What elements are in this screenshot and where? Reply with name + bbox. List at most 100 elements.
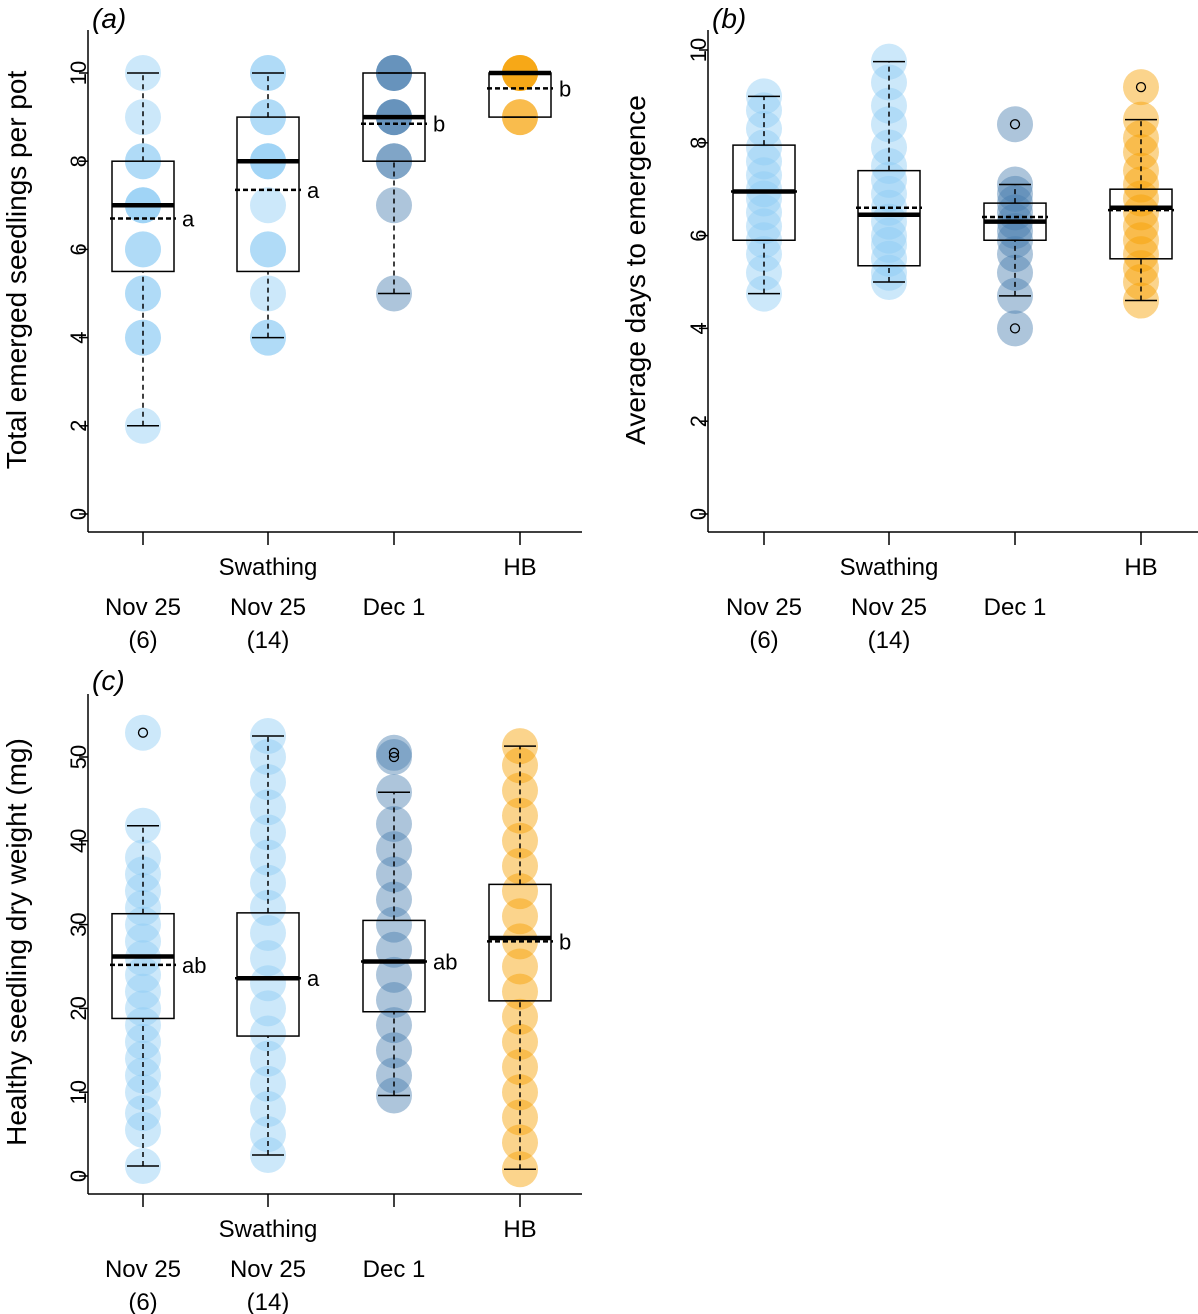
box bbox=[1109, 188, 1173, 260]
box-group-4: b bbox=[487, 55, 571, 136]
box-group-4 bbox=[1108, 69, 1174, 319]
panel-c: (c) Healthy seedling dry weight (mg) 0 10… bbox=[1, 665, 582, 1314]
box-group-3 bbox=[982, 106, 1048, 347]
data-point bbox=[746, 171, 782, 208]
x-category-label: (6) bbox=[128, 627, 157, 654]
outlier bbox=[1135, 81, 1147, 93]
data-point bbox=[250, 990, 286, 1027]
data-point bbox=[125, 319, 161, 356]
panel-tag-a: (a) bbox=[92, 3, 126, 34]
y-axis-title-c: Healthy seedling dry weight (mg) bbox=[1, 738, 32, 1146]
outlier bbox=[1009, 323, 1021, 334]
data-point bbox=[376, 187, 412, 224]
data-point bbox=[125, 1040, 161, 1077]
data-point bbox=[746, 143, 782, 180]
x-category-label: Nov 25 bbox=[105, 1256, 181, 1283]
y-tick-label: 6 bbox=[686, 229, 711, 241]
data-point bbox=[746, 157, 782, 194]
box bbox=[111, 912, 175, 1020]
y-tick-label: 40 bbox=[66, 829, 91, 853]
box-group-4: b bbox=[487, 728, 571, 1188]
x-category-label: Swathing bbox=[219, 1216, 318, 1243]
significance-letter: a bbox=[307, 966, 320, 991]
data-point bbox=[125, 714, 161, 751]
x-category-label: HB bbox=[1124, 554, 1157, 581]
data-point bbox=[125, 1023, 161, 1060]
data-point bbox=[250, 187, 286, 224]
x-category-label: (14) bbox=[868, 627, 911, 654]
outlier bbox=[388, 751, 400, 763]
x-category-label: Swathing bbox=[219, 554, 318, 581]
x-category-label: (14) bbox=[247, 1289, 290, 1314]
data-point bbox=[1123, 120, 1159, 157]
data-point bbox=[871, 64, 907, 101]
data-point bbox=[376, 1007, 412, 1044]
data-point bbox=[376, 931, 412, 968]
y-tick-label: 2 bbox=[686, 415, 711, 427]
y-tick-label: 50 bbox=[66, 745, 91, 769]
y-axis-title-a: Total emerged seedlings per pot bbox=[1, 71, 32, 470]
significance-letter: a bbox=[182, 207, 195, 232]
significance-letter: b bbox=[559, 929, 571, 954]
data-point bbox=[746, 208, 782, 245]
x-category-label: Dec 1 bbox=[984, 594, 1047, 621]
y-tick-label: 2 bbox=[66, 420, 91, 432]
data-point bbox=[502, 948, 538, 985]
data-point bbox=[746, 194, 782, 231]
data-point bbox=[376, 806, 412, 843]
x-category-label: (14) bbox=[247, 627, 290, 654]
y-tick-label: 8 bbox=[686, 137, 711, 149]
y-axis-title-b: Average days to emergence bbox=[620, 95, 651, 445]
data-point bbox=[746, 110, 782, 147]
y-tick-label: 0 bbox=[66, 508, 91, 520]
data-point bbox=[125, 275, 161, 312]
x-category-label: Dec 1 bbox=[363, 594, 426, 621]
data-point bbox=[502, 1074, 538, 1111]
box bbox=[362, 919, 426, 1013]
data-point bbox=[1123, 194, 1159, 231]
box bbox=[857, 169, 921, 267]
box-group-1: a bbox=[110, 55, 195, 444]
y-tick-label: 0 bbox=[66, 1170, 91, 1182]
data-point bbox=[376, 982, 412, 1019]
data-point bbox=[376, 956, 412, 993]
data-point bbox=[871, 129, 907, 166]
x-category-label: Nov 25 bbox=[230, 594, 306, 621]
outlier bbox=[1009, 119, 1021, 130]
y-tick-label: 10 bbox=[66, 61, 91, 85]
data-point bbox=[376, 831, 412, 868]
data-point bbox=[250, 275, 286, 312]
box-group-2: a bbox=[235, 55, 320, 356]
box bbox=[488, 883, 552, 1002]
x-category-label: Swathing bbox=[840, 554, 939, 581]
data-point bbox=[125, 231, 161, 268]
significance-letter: ab bbox=[433, 949, 457, 974]
data-point bbox=[250, 789, 286, 826]
x-category-label: (6) bbox=[128, 1289, 157, 1314]
data-point bbox=[125, 923, 161, 960]
data-point bbox=[125, 889, 161, 926]
panel-a: (a) Total emerged seedlings per pot 0 2 4 6… bbox=[1, 3, 582, 654]
data-point bbox=[997, 254, 1033, 291]
x-category-label: Nov 25 bbox=[105, 594, 181, 621]
y-tick-label: 10 bbox=[66, 1080, 91, 1104]
data-point bbox=[871, 240, 907, 277]
panel-tag-b: (b) bbox=[712, 3, 746, 34]
data-point bbox=[250, 1015, 286, 1052]
data-point bbox=[746, 129, 782, 166]
data-point bbox=[250, 231, 286, 268]
panel-tag-c: (c) bbox=[92, 665, 125, 696]
data-point bbox=[250, 940, 286, 977]
data-point bbox=[502, 1099, 538, 1136]
data-point bbox=[125, 906, 161, 943]
data-point bbox=[250, 231, 286, 268]
y-tick-label: 8 bbox=[66, 155, 91, 167]
box bbox=[236, 116, 300, 273]
data-point bbox=[502, 822, 538, 859]
data-point bbox=[502, 873, 538, 910]
data-point bbox=[997, 106, 1033, 143]
outlier bbox=[388, 747, 400, 758]
box-group-3: b bbox=[361, 55, 445, 312]
x-category-label: HB bbox=[503, 1216, 536, 1243]
data-point bbox=[1123, 222, 1159, 259]
